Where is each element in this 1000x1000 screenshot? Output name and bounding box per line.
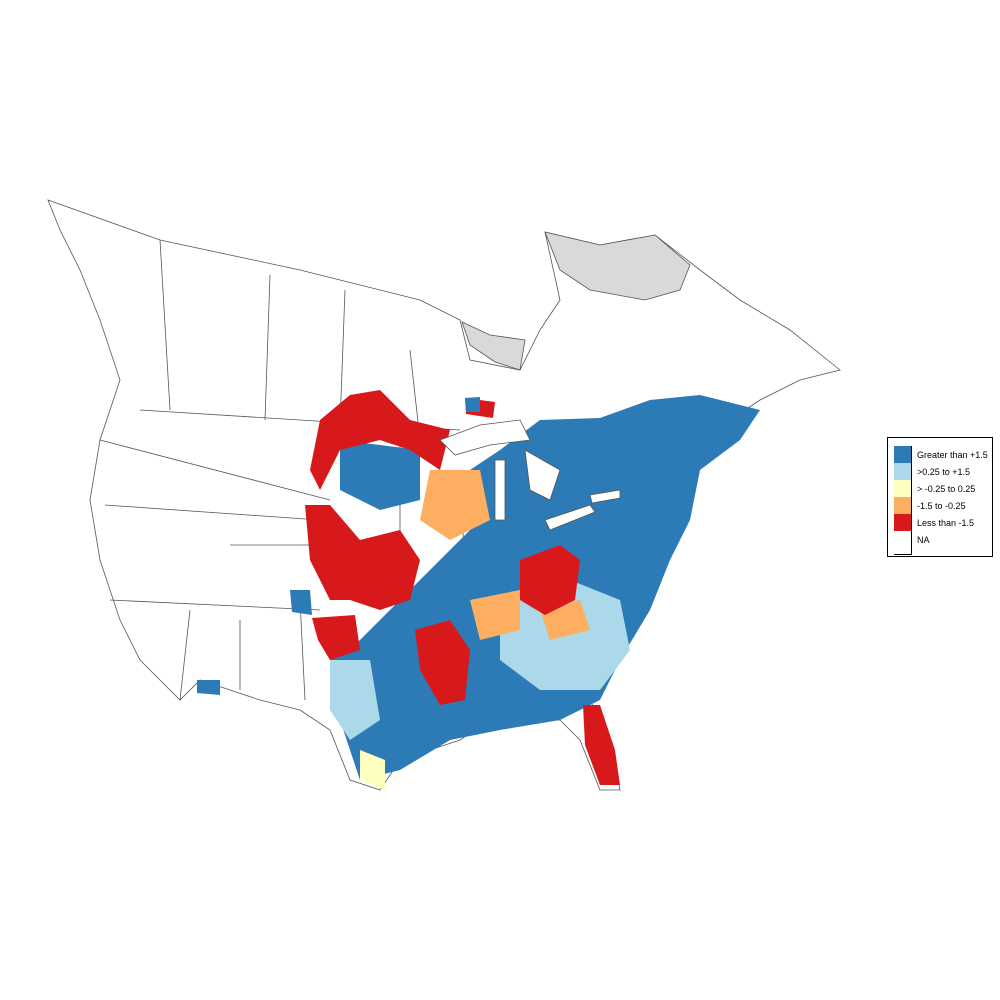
no-data-region-ontario: [461, 321, 526, 371]
region-less-than-neg1-5-florida: [583, 705, 620, 785]
lake-huron: [524, 449, 561, 501]
great-lakes: [439, 419, 621, 531]
legend-swatch-na: [894, 531, 911, 548]
legend-label: Greater than +1.5: [917, 450, 988, 460]
legend-label: > -0.25 to 0.25: [917, 484, 976, 494]
region-greater-than-1-5-west-minnesota: [340, 440, 420, 510]
legend-swatch-0-25-to-1-5: [894, 463, 911, 480]
legend-swatch-greater-than-1-5: [894, 446, 911, 463]
legend-label: >0.25 to +1.5: [917, 467, 971, 477]
region-greater-than-1-5-ontario: [465, 397, 480, 412]
legend-swatch-neg1-5-to-neg0-25: [894, 497, 911, 514]
no-data-region-quebec-labrador: [544, 231, 691, 301]
region-less-than-neg1-5-oklahoma: [312, 615, 360, 660]
region-greater-than-1-5-colorado: [290, 590, 312, 615]
region-less-than-neg1-5-minnesota: [310, 390, 450, 490]
lake-michigan: [494, 459, 506, 521]
region-greater-than-1-5-arizona: [197, 680, 220, 695]
index-cells: [197, 390, 760, 790]
legend-label: -1.5 to -0.25: [917, 501, 966, 511]
region-less-than-neg1-5-ohio-valley: [520, 545, 580, 615]
legend-color-bar: [894, 446, 912, 555]
lake-ontario: [589, 489, 621, 504]
legend-swatch-neg0-25-to-0-25: [894, 480, 911, 497]
lake-superior: [439, 419, 531, 456]
lake-erie: [544, 504, 596, 531]
legend-swatch-less-than-neg1-5: [894, 514, 911, 531]
region-less-than-neg1-5-arkansas: [415, 620, 470, 705]
region-neg0-25-to-0-25-texas: [360, 750, 385, 790]
no-data-regions: [461, 231, 691, 371]
legend-label: Less than -1.5: [917, 518, 975, 528]
legend: Greater than +1.5 >0.25 to +1.5 > -0.25 …: [887, 437, 993, 557]
region-neg1-5-to-neg0-25-scattered: [420, 470, 590, 640]
legend-label: NA: [917, 535, 930, 545]
region-less-than-neg1-5-plains: [305, 505, 420, 610]
region-0-25-to-1-5-texas: [330, 660, 380, 740]
